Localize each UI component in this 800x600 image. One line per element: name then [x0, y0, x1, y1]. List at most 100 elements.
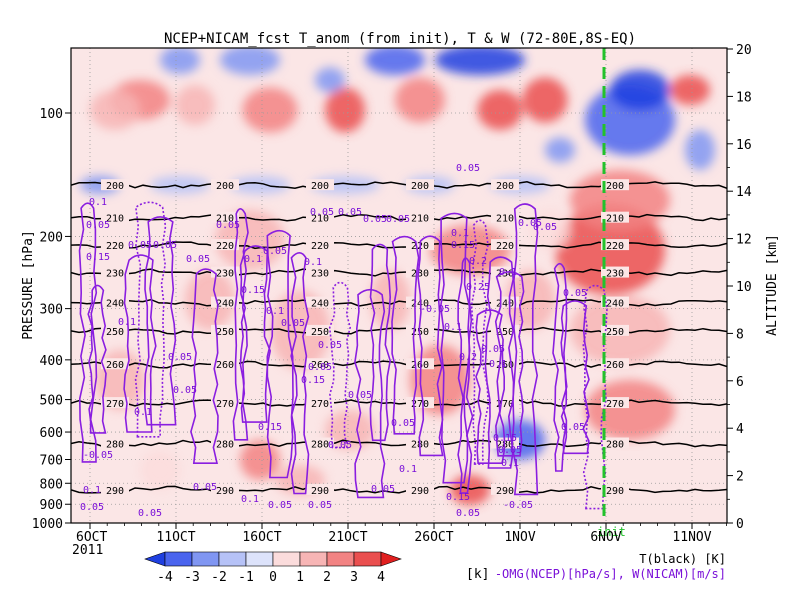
chart-title: NCEP+NICAM_fcst T_anom (from init), T & … — [164, 31, 636, 47]
w-contour-label: 0.05 — [268, 500, 292, 511]
t-contour-label-bg — [601, 397, 629, 409]
t-contour-label-bg — [101, 211, 129, 223]
t-contour-label-bg — [101, 296, 129, 308]
t-contour-label-bg — [131, 1, 159, 12]
anomaly-blob — [325, 87, 365, 133]
t-contour-label: 290 — [606, 486, 624, 497]
t-contour-label: 230 — [496, 269, 514, 280]
anomaly-blob — [435, 48, 525, 75]
w-contour-label: 0.05 — [80, 502, 104, 513]
w-contour-label: 0.1 — [304, 257, 322, 268]
init-label: init — [597, 525, 626, 539]
anomaly-blob — [505, 270, 555, 330]
pressure-tick-label: 500 — [40, 394, 63, 409]
t-contour-label-bg — [101, 437, 129, 449]
t-contour-label-bg — [101, 358, 129, 370]
altitude-tick-label: 6 — [736, 375, 744, 390]
pressure-tick-label: 200 — [40, 230, 63, 245]
colorbar-tick-label: 1 — [296, 570, 304, 585]
w-contour-label: 0.05 — [481, 344, 505, 355]
t-contour-label: 220 — [606, 241, 624, 252]
t-contour-label: 230 — [411, 269, 429, 280]
w-contour-label: 0.05 — [86, 220, 110, 231]
t-contour-label: 270 — [106, 399, 124, 410]
w-contour-label: 0.05 — [308, 500, 332, 511]
t-contour-label-bg — [491, 239, 519, 251]
y-axis-label-left: PRESSURE [hPa] — [21, 230, 36, 340]
w-contour-label: 0.1 — [501, 458, 519, 469]
t-contour-label: 270 — [411, 399, 429, 410]
t-contour-label-bg — [406, 483, 434, 495]
t-contour-label: 220 — [106, 241, 124, 252]
t-contour-label-bg — [101, 397, 129, 409]
x-tick-label: 16OCT — [242, 530, 281, 545]
t-contour-label-bg — [306, 179, 334, 191]
colorbar: -4 -3 -2 -1 0 1 2 3 4 — [144, 551, 402, 585]
w-contour-label: 0.05 — [138, 508, 162, 519]
w-contour-label: 0.1 — [241, 494, 259, 505]
colorbar-tick-label: 2 — [323, 570, 331, 585]
t-contour-label: 200 — [606, 181, 624, 192]
anomaly-blob — [240, 440, 280, 480]
t-contour-label-bg — [491, 324, 519, 336]
w-contour — [266, 229, 294, 479]
w-contour-label: 0.1 — [89, 197, 107, 208]
colorbar-tick-label: 3 — [350, 570, 358, 585]
t-contour-label-bg — [101, 266, 129, 278]
w-contour-label: 0.05 — [193, 482, 217, 493]
colorbar-cell — [164, 551, 193, 567]
t-contour-label-bg — [306, 239, 334, 251]
t-contour-label-bg — [601, 179, 629, 191]
w-contour-label: 0.05 — [153, 240, 177, 251]
w-contour — [143, 216, 177, 426]
w-contour — [369, 243, 392, 442]
colorbar-tick-label: -3 — [184, 570, 200, 585]
x-tick-label: 6OCT — [76, 530, 107, 545]
x-tick-label: 11OCT — [156, 530, 195, 545]
w-contour — [134, 201, 167, 438]
t-contour-label-bg — [306, 296, 334, 308]
y-axis-label-right: ALTITUDE [km] — [765, 234, 780, 336]
t-contour-label: 240 — [216, 299, 234, 310]
w-contour — [123, 254, 157, 433]
anomaly-blob — [585, 380, 675, 440]
x-tick-label: 11NOV — [672, 530, 711, 545]
t-contour-label: 240 — [311, 299, 329, 310]
pressure-tick-label: 300 — [40, 303, 63, 318]
t-contour-label-bg — [101, 239, 129, 251]
w-contour-label: 0.05 — [456, 508, 480, 519]
t-contour-label: 220 — [496, 241, 514, 252]
w-contour-label: 0.05 — [168, 352, 192, 363]
t-contour-label-bg — [306, 483, 334, 495]
w-contour-label: 0.05 — [348, 390, 372, 401]
altitude-axis: 0 2 4 6 8 10 12 14 16 18 20 — [727, 43, 752, 532]
t-contour-label-bg — [211, 266, 239, 278]
w-contour-label: 0.05 — [173, 385, 197, 396]
w-contour — [87, 284, 107, 434]
w-contour-label: 0.15 — [446, 492, 470, 503]
w-contour-label: 0.15 — [301, 375, 325, 386]
w-contour-label: 0.05 — [391, 418, 415, 429]
t-contour-label: 260 — [606, 360, 624, 371]
anomaly-blob — [315, 67, 345, 93]
anomaly-blob — [670, 75, 710, 105]
anomaly-blob — [140, 450, 180, 490]
t-contour-label: 230 — [106, 269, 124, 280]
altitude-tick-label: 8 — [736, 327, 744, 342]
w-contour-label: -0.05 — [83, 450, 113, 461]
colorbar-cell — [299, 551, 328, 567]
t-contour-label-bg — [491, 211, 519, 223]
w-contour-label: 0.2 — [469, 256, 487, 267]
w-contour-label: 0.15 — [493, 433, 517, 444]
x-year-label: 2011 — [72, 543, 103, 558]
anomaly-blob — [175, 85, 215, 125]
colorbar-cell — [272, 551, 301, 567]
colorbar-cell — [245, 551, 274, 567]
pressure-tick-label: 400 — [40, 354, 63, 369]
t-contour-label-bg — [601, 211, 629, 223]
x-axis: 6OCT 11OCT 16OCT 21OCT 26OCT 1NOV 6NOV 11NOV — [76, 523, 727, 545]
t-contour-label-bg — [491, 296, 519, 308]
w-contour-label: 0.1 — [499, 267, 517, 278]
t-contour-label: 280 — [216, 440, 234, 451]
t-contour-label-bg — [306, 324, 334, 336]
